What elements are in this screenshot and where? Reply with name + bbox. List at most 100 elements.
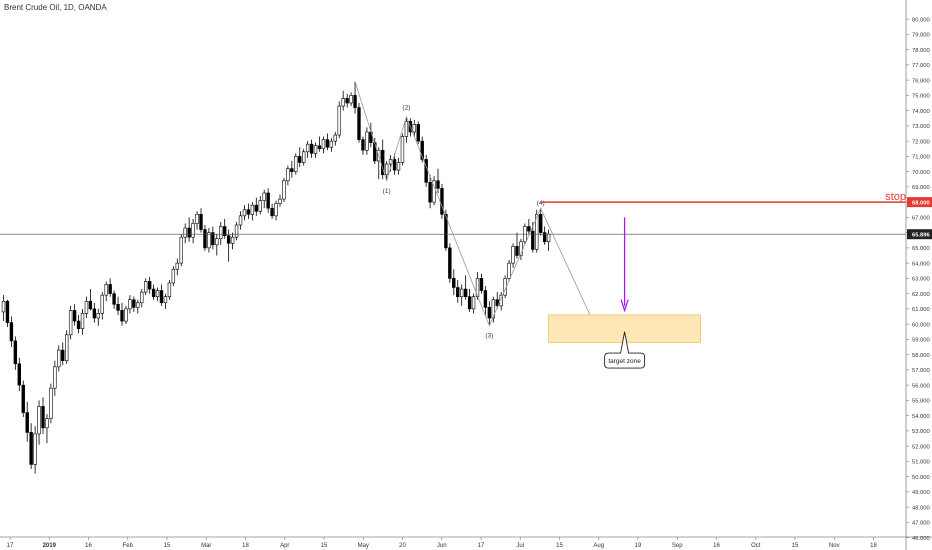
- candle-body: [282, 180, 286, 200]
- candle-body: [128, 299, 132, 310]
- y-tick-label: 47.000: [912, 521, 930, 527]
- candle: [17, 357, 21, 392]
- candle-body: [33, 433, 37, 465]
- candle: [546, 229, 551, 251]
- x-tick-label: 15: [321, 543, 328, 549]
- candle-body: [424, 159, 428, 183]
- candle: [128, 295, 132, 314]
- candle: [5, 299, 10, 328]
- candle-body: [535, 214, 539, 250]
- candle-body: [384, 163, 389, 175]
- wave-label: (1): [383, 188, 391, 195]
- candle: [57, 345, 61, 372]
- candle-body: [163, 296, 168, 304]
- candle: [373, 138, 377, 164]
- candle: [357, 103, 361, 143]
- x-tick-label: Nov: [829, 543, 840, 549]
- candle: [420, 136, 424, 163]
- y-tick-label: 48.000: [912, 505, 930, 511]
- candle: [65, 330, 69, 364]
- candle: [144, 278, 148, 296]
- candle: [400, 133, 405, 166]
- candle-body: [349, 95, 353, 104]
- candle: [84, 296, 89, 319]
- candle-body: [147, 281, 152, 290]
- candle: [333, 131, 337, 146]
- candle: [140, 289, 144, 308]
- candle: [448, 243, 452, 283]
- candle-body: [96, 313, 101, 319]
- candle-body: [140, 291, 144, 304]
- candle-body: [155, 290, 160, 297]
- candle-body: [519, 241, 523, 256]
- x-tick-label: 15: [556, 543, 563, 549]
- candle-body: [313, 145, 318, 154]
- candle-body: [467, 296, 472, 310]
- candle-body: [515, 246, 519, 256]
- candle-body: [17, 363, 21, 386]
- candle-body: [25, 412, 29, 433]
- candle-body: [531, 230, 535, 250]
- y-tick-label: 52.000: [912, 444, 930, 450]
- x-tick-label: Oct: [751, 543, 761, 549]
- stop-price-tag: 68.000: [912, 200, 930, 206]
- wave-path: [354, 81, 595, 327]
- wave-label: (3): [485, 333, 493, 340]
- candle: [456, 279, 460, 303]
- candle-body: [404, 121, 409, 137]
- x-tick-label: 16: [85, 543, 92, 549]
- candle: [262, 189, 266, 209]
- candle-body: [459, 288, 464, 297]
- candle: [278, 194, 282, 207]
- candle: [432, 176, 436, 206]
- candle: [325, 133, 330, 151]
- x-tick-label: 18: [870, 543, 877, 549]
- wave-label: (2): [402, 105, 410, 112]
- candle: [155, 287, 160, 302]
- y-tick-label: 77.000: [912, 63, 930, 69]
- candle: [392, 153, 397, 175]
- candle-body: [207, 232, 211, 249]
- candle-body: [250, 204, 255, 215]
- candle-body: [412, 124, 416, 133]
- x-tick-label: May: [358, 543, 369, 549]
- candle: [416, 121, 420, 145]
- y-tick-label: 59.000: [912, 338, 930, 344]
- candle: [282, 177, 286, 203]
- candle-body: [223, 226, 227, 236]
- current-price-tag: 65.896: [912, 232, 931, 238]
- candle-body: [527, 226, 531, 232]
- x-tick-label: 16: [713, 543, 720, 549]
- candle: [313, 142, 318, 158]
- candle-body: [112, 293, 116, 305]
- candle: [215, 234, 219, 256]
- candle: [88, 289, 93, 311]
- candle-body: [507, 262, 511, 279]
- candle-body: [84, 300, 89, 314]
- candle-body: [76, 320, 81, 330]
- candle-body: [61, 349, 65, 362]
- candle-body: [365, 131, 369, 151]
- candle-body: [274, 203, 278, 217]
- y-tick-label: 50.000: [912, 475, 930, 481]
- candle: [72, 304, 77, 326]
- candle-body: [195, 214, 199, 224]
- candle-body: [294, 156, 298, 172]
- candle: [124, 305, 128, 325]
- y-tick-label: 80.000: [912, 17, 930, 23]
- candle: [341, 90, 345, 111]
- candle-body: [499, 294, 503, 307]
- y-tick-label: 62.000: [912, 292, 930, 298]
- candle-body: [428, 182, 432, 203]
- candle-body: [456, 287, 460, 297]
- candle: [1, 295, 6, 322]
- candle-body: [341, 98, 345, 107]
- candle-body: [80, 313, 85, 330]
- candles-group: [1, 81, 551, 474]
- candle-body: [92, 308, 97, 319]
- candle: [353, 81, 357, 114]
- candle-body: [41, 406, 45, 429]
- y-tick-label: 46.000: [912, 536, 930, 542]
